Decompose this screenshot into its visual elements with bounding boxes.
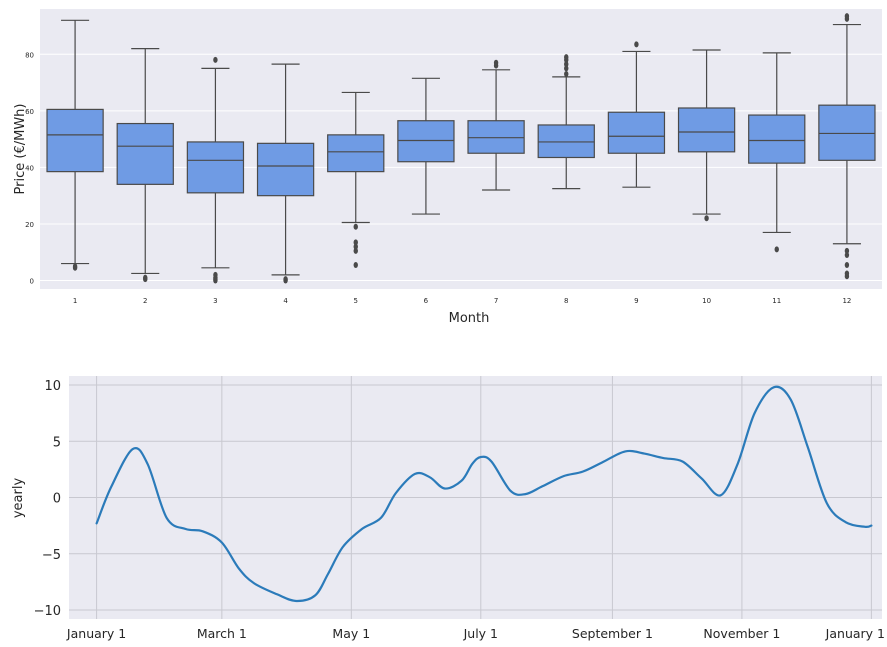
- box-iqr: [46, 108, 104, 173]
- box-month-11: [748, 52, 806, 253]
- boxplot-x-tick-label: 9: [634, 297, 638, 305]
- outlier-point: [844, 261, 850, 268]
- boxplot-x-tick-label: 7: [494, 297, 498, 305]
- box-month-9: [607, 41, 666, 188]
- box-iqr: [467, 120, 525, 154]
- outlier-point: [213, 277, 218, 284]
- box-iqr: [537, 124, 595, 159]
- outlier-point: [72, 263, 78, 270]
- line-y-tick-label: −10: [34, 604, 61, 619]
- box-month-8: [537, 54, 595, 190]
- line-x-tick-label: March 1: [197, 626, 247, 641]
- yearly-seasonality-line: [95, 385, 873, 603]
- boxplot-x-tick-label: 6: [424, 297, 429, 305]
- outlier-point: [143, 276, 148, 283]
- outlier-point: [564, 54, 569, 61]
- line-x-tick-label: July 1: [463, 626, 498, 641]
- boxplot-x-tick-label: 12: [842, 297, 851, 305]
- box-iqr: [327, 134, 385, 173]
- boxplot-x-tick-label: 11: [772, 297, 781, 305]
- boxplot-y-tick-labels: 0 20 40 60 80: [25, 51, 34, 285]
- outlier-point: [353, 243, 358, 250]
- outlier-point: [353, 247, 358, 254]
- outlier-point: [493, 59, 499, 66]
- outlier-point: [564, 71, 569, 78]
- boxplot-x-tick-label: 8: [564, 297, 568, 305]
- boxplot-boxes: [46, 13, 876, 284]
- boxplot-x-tick-label: 10: [702, 297, 711, 305]
- outlier-point: [634, 41, 639, 48]
- line-x-tick-label: November 1: [703, 626, 780, 641]
- outlier-point: [213, 56, 218, 63]
- line-x-tick-label: May 1: [332, 626, 370, 641]
- line-y-tick-label: −5: [42, 548, 61, 563]
- line-x-tick-label: January 1: [825, 626, 885, 641]
- outlier-point: [353, 261, 358, 268]
- yearly-line-chart: 10 5 0 −5 −10 January 1 March 1 May 1 July 1 Sep…: [11, 376, 885, 641]
- box-iqr: [677, 107, 736, 153]
- boxplot-gridlines: [40, 53, 882, 282]
- box-month-4: [256, 63, 315, 284]
- line-y-tick-label: 5: [53, 435, 61, 450]
- boxplot-y-tick-label: 80: [25, 51, 34, 59]
- boxplot-x-tick-label: 5: [354, 297, 358, 305]
- boxplot-y-tick-label: 40: [25, 164, 34, 172]
- line-y-tick-label: 10: [44, 379, 61, 394]
- outlier-point: [353, 239, 358, 246]
- outlier-point: [704, 215, 709, 222]
- boxplot-x-axis-label: Month: [449, 311, 490, 326]
- outlier-point: [353, 223, 358, 230]
- boxplot-x-tick-label: 3: [213, 297, 217, 305]
- boxplot-y-tick-label: 20: [25, 221, 34, 229]
- box-iqr: [186, 141, 245, 194]
- box-month-3: [186, 56, 245, 284]
- boxplot-plot-area: [40, 9, 882, 289]
- box-month-7: [467, 59, 525, 191]
- box-iqr: [607, 111, 666, 154]
- outlier-point: [774, 246, 779, 253]
- boxplot-x-tick-labels: 1 2 3 4 5 6 7 8 9 10 11 12: [73, 297, 852, 305]
- line-x-tick-label: January 1: [66, 626, 126, 641]
- boxplot-y-tick-label: 60: [25, 108, 34, 116]
- line-y-axis-label: yearly: [11, 478, 26, 519]
- boxplot-x-tick-label: 1: [73, 297, 77, 305]
- box-iqr: [256, 142, 315, 197]
- box-month-2: [116, 47, 174, 283]
- box-month-12: [818, 13, 876, 280]
- outlier-point: [564, 65, 569, 72]
- boxplot-y-axis-label: Price (€/MWh): [13, 104, 28, 195]
- outlier-point: [283, 277, 288, 284]
- outlier-point: [844, 273, 850, 280]
- box-month-1: [46, 19, 104, 271]
- line-x-tick-labels: January 1 March 1 May 1 July 1 September 1 No…: [66, 626, 885, 641]
- box-iqr: [748, 114, 806, 164]
- outlier-point: [844, 247, 850, 254]
- line-x-tick-label: September 1: [572, 626, 653, 641]
- line-y-tick-label: 0: [53, 492, 61, 507]
- box-iqr: [397, 120, 455, 163]
- line-y-tick-labels: 10 5 0 −5 −10: [34, 379, 61, 619]
- outlier-point: [564, 61, 569, 68]
- boxplot-x-tick-label: 2: [143, 297, 147, 305]
- box-month-6: [397, 77, 455, 215]
- box-iqr: [116, 122, 174, 185]
- box-iqr: [818, 104, 876, 161]
- box-month-10: [677, 49, 736, 222]
- outlier-point: [844, 252, 850, 259]
- box-month-5: [327, 91, 385, 268]
- line-gridlines: [69, 376, 882, 619]
- boxplot-x-tick-label: 4: [283, 297, 288, 305]
- outlier-point: [844, 13, 850, 20]
- boxplot-y-tick-label: 0: [30, 278, 34, 286]
